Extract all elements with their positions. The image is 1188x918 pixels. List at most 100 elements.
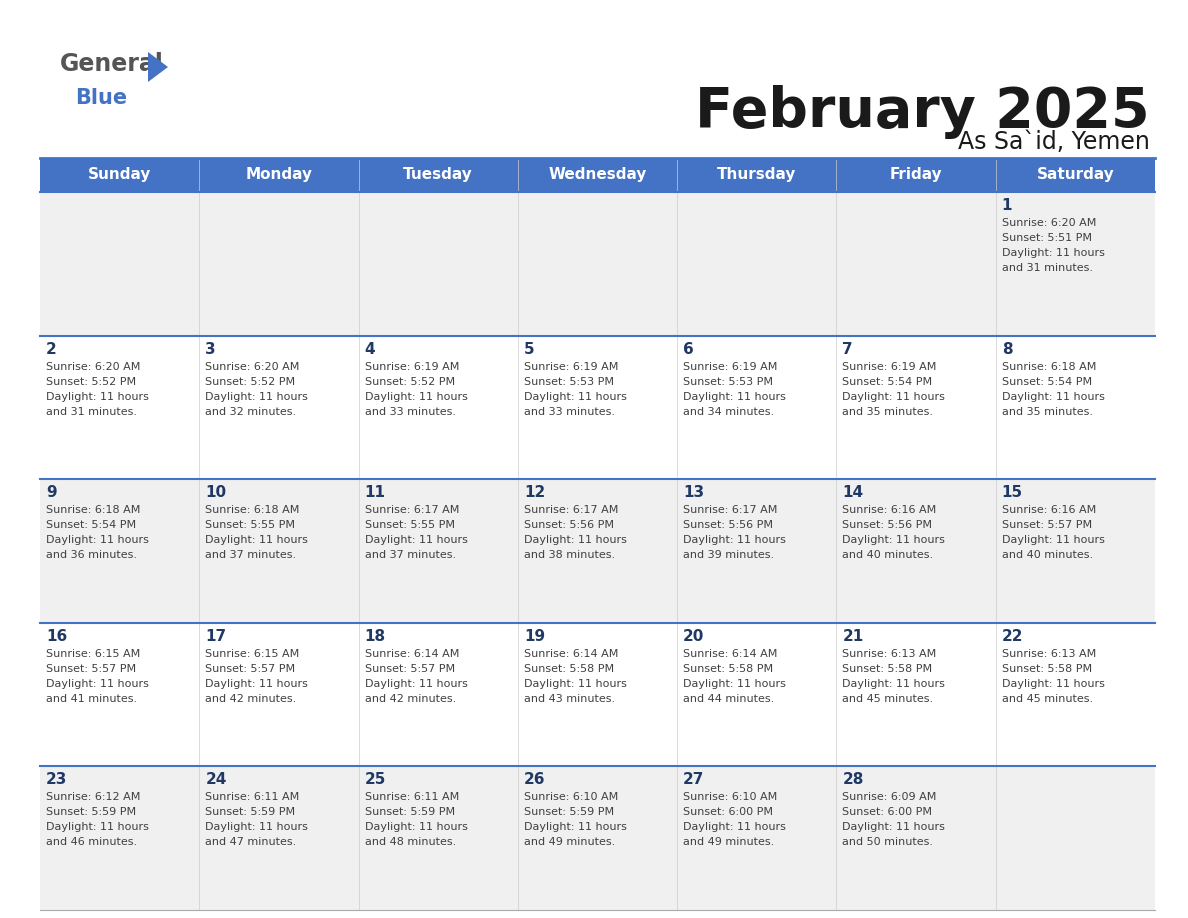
Text: and 37 minutes.: and 37 minutes. <box>365 550 456 560</box>
Bar <box>677 158 836 192</box>
Text: Sunset: 5:59 PM: Sunset: 5:59 PM <box>524 808 614 817</box>
Text: Sunrise: 6:13 AM: Sunrise: 6:13 AM <box>1001 649 1097 659</box>
Text: Daylight: 11 hours: Daylight: 11 hours <box>842 678 946 688</box>
Text: Daylight: 11 hours: Daylight: 11 hours <box>683 392 786 401</box>
Text: Daylight: 11 hours: Daylight: 11 hours <box>683 535 786 545</box>
Bar <box>359 158 518 192</box>
Text: Sunrise: 6:11 AM: Sunrise: 6:11 AM <box>206 792 299 802</box>
Text: Daylight: 11 hours: Daylight: 11 hours <box>842 392 946 401</box>
Text: Sunrise: 6:16 AM: Sunrise: 6:16 AM <box>842 505 936 515</box>
Text: Daylight: 11 hours: Daylight: 11 hours <box>683 823 786 833</box>
Text: Thursday: Thursday <box>718 167 796 183</box>
Text: Daylight: 11 hours: Daylight: 11 hours <box>1001 535 1105 545</box>
Bar <box>40 192 1155 336</box>
Text: Daylight: 11 hours: Daylight: 11 hours <box>1001 678 1105 688</box>
Text: Daylight: 11 hours: Daylight: 11 hours <box>206 392 308 401</box>
Text: and 39 minutes.: and 39 minutes. <box>683 550 775 560</box>
Text: and 45 minutes.: and 45 minutes. <box>842 694 934 704</box>
Text: Sunset: 5:59 PM: Sunset: 5:59 PM <box>46 808 137 817</box>
Text: Sunset: 5:57 PM: Sunset: 5:57 PM <box>206 664 296 674</box>
Text: 9: 9 <box>46 486 57 500</box>
Text: 25: 25 <box>365 772 386 788</box>
Text: February 2025: February 2025 <box>695 85 1150 139</box>
Text: Sunset: 5:52 PM: Sunset: 5:52 PM <box>206 376 296 386</box>
Text: and 40 minutes.: and 40 minutes. <box>1001 550 1093 560</box>
Text: and 49 minutes.: and 49 minutes. <box>524 837 615 847</box>
Text: 20: 20 <box>683 629 704 644</box>
Text: Friday: Friday <box>890 167 942 183</box>
Text: and 45 minutes.: and 45 minutes. <box>1001 694 1093 704</box>
Text: Sunset: 5:58 PM: Sunset: 5:58 PM <box>524 664 614 674</box>
Text: 11: 11 <box>365 486 386 500</box>
Text: Daylight: 11 hours: Daylight: 11 hours <box>842 823 946 833</box>
Text: Sunset: 6:00 PM: Sunset: 6:00 PM <box>842 808 933 817</box>
Bar <box>40 767 1155 910</box>
Text: Sunrise: 6:18 AM: Sunrise: 6:18 AM <box>206 505 299 515</box>
Text: and 38 minutes.: and 38 minutes. <box>524 550 615 560</box>
Text: Sunrise: 6:17 AM: Sunrise: 6:17 AM <box>683 505 777 515</box>
Text: Sunrise: 6:15 AM: Sunrise: 6:15 AM <box>206 649 299 659</box>
Text: Sunset: 5:57 PM: Sunset: 5:57 PM <box>46 664 137 674</box>
Text: Sunrise: 6:12 AM: Sunrise: 6:12 AM <box>46 792 140 802</box>
Text: Sunrise: 6:14 AM: Sunrise: 6:14 AM <box>524 649 618 659</box>
Text: 1: 1 <box>1001 198 1012 213</box>
Text: and 41 minutes.: and 41 minutes. <box>46 694 137 704</box>
Text: Daylight: 11 hours: Daylight: 11 hours <box>1001 392 1105 401</box>
Text: Sunset: 5:58 PM: Sunset: 5:58 PM <box>683 664 773 674</box>
Text: Sunset: 5:58 PM: Sunset: 5:58 PM <box>1001 664 1092 674</box>
Text: and 40 minutes.: and 40 minutes. <box>842 550 934 560</box>
Text: Sunset: 5:59 PM: Sunset: 5:59 PM <box>206 808 296 817</box>
Text: 2: 2 <box>46 341 57 356</box>
Text: Daylight: 11 hours: Daylight: 11 hours <box>524 535 627 545</box>
Text: Sunrise: 6:16 AM: Sunrise: 6:16 AM <box>1001 505 1097 515</box>
Text: Daylight: 11 hours: Daylight: 11 hours <box>524 678 627 688</box>
Text: Daylight: 11 hours: Daylight: 11 hours <box>365 535 467 545</box>
Text: and 43 minutes.: and 43 minutes. <box>524 694 615 704</box>
Text: Daylight: 11 hours: Daylight: 11 hours <box>46 392 148 401</box>
Text: and 36 minutes.: and 36 minutes. <box>46 550 137 560</box>
Polygon shape <box>148 52 168 82</box>
Text: 19: 19 <box>524 629 545 644</box>
Text: Daylight: 11 hours: Daylight: 11 hours <box>365 392 467 401</box>
Text: Sunrise: 6:17 AM: Sunrise: 6:17 AM <box>524 505 618 515</box>
Text: Monday: Monday <box>246 167 312 183</box>
Text: As Sa`id, Yemen: As Sa`id, Yemen <box>959 130 1150 154</box>
Bar <box>996 158 1155 192</box>
Text: 26: 26 <box>524 772 545 788</box>
Bar <box>40 479 1155 622</box>
Text: Sunrise: 6:13 AM: Sunrise: 6:13 AM <box>842 649 936 659</box>
Text: Sunrise: 6:19 AM: Sunrise: 6:19 AM <box>365 362 459 372</box>
Bar <box>200 158 359 192</box>
Text: and 31 minutes.: and 31 minutes. <box>46 407 137 417</box>
Text: Sunrise: 6:15 AM: Sunrise: 6:15 AM <box>46 649 140 659</box>
Text: 21: 21 <box>842 629 864 644</box>
Bar <box>40 158 200 192</box>
Text: and 33 minutes.: and 33 minutes. <box>365 407 455 417</box>
Text: and 46 minutes.: and 46 minutes. <box>46 837 137 847</box>
Text: Sunrise: 6:17 AM: Sunrise: 6:17 AM <box>365 505 459 515</box>
Text: and 50 minutes.: and 50 minutes. <box>842 837 934 847</box>
Text: Wednesday: Wednesday <box>549 167 646 183</box>
Text: 5: 5 <box>524 341 535 356</box>
Text: and 42 minutes.: and 42 minutes. <box>206 694 297 704</box>
Text: Daylight: 11 hours: Daylight: 11 hours <box>1001 248 1105 258</box>
Text: and 31 minutes.: and 31 minutes. <box>1001 263 1093 273</box>
Text: 23: 23 <box>46 772 68 788</box>
Text: Sunset: 5:53 PM: Sunset: 5:53 PM <box>524 376 614 386</box>
Text: and 44 minutes.: and 44 minutes. <box>683 694 775 704</box>
Text: Sunset: 5:52 PM: Sunset: 5:52 PM <box>46 376 137 386</box>
Text: 14: 14 <box>842 486 864 500</box>
Text: Daylight: 11 hours: Daylight: 11 hours <box>46 535 148 545</box>
Text: Tuesday: Tuesday <box>404 167 473 183</box>
Text: 3: 3 <box>206 341 216 356</box>
Text: Sunset: 5:57 PM: Sunset: 5:57 PM <box>365 664 455 674</box>
Text: 28: 28 <box>842 772 864 788</box>
Text: Sunrise: 6:20 AM: Sunrise: 6:20 AM <box>206 362 299 372</box>
Text: Sunrise: 6:20 AM: Sunrise: 6:20 AM <box>46 362 140 372</box>
Text: Saturday: Saturday <box>1036 167 1114 183</box>
Text: Sunset: 5:59 PM: Sunset: 5:59 PM <box>365 808 455 817</box>
Text: Sunrise: 6:11 AM: Sunrise: 6:11 AM <box>365 792 459 802</box>
Text: and 34 minutes.: and 34 minutes. <box>683 407 775 417</box>
Text: Daylight: 11 hours: Daylight: 11 hours <box>683 678 786 688</box>
Text: 8: 8 <box>1001 341 1012 356</box>
